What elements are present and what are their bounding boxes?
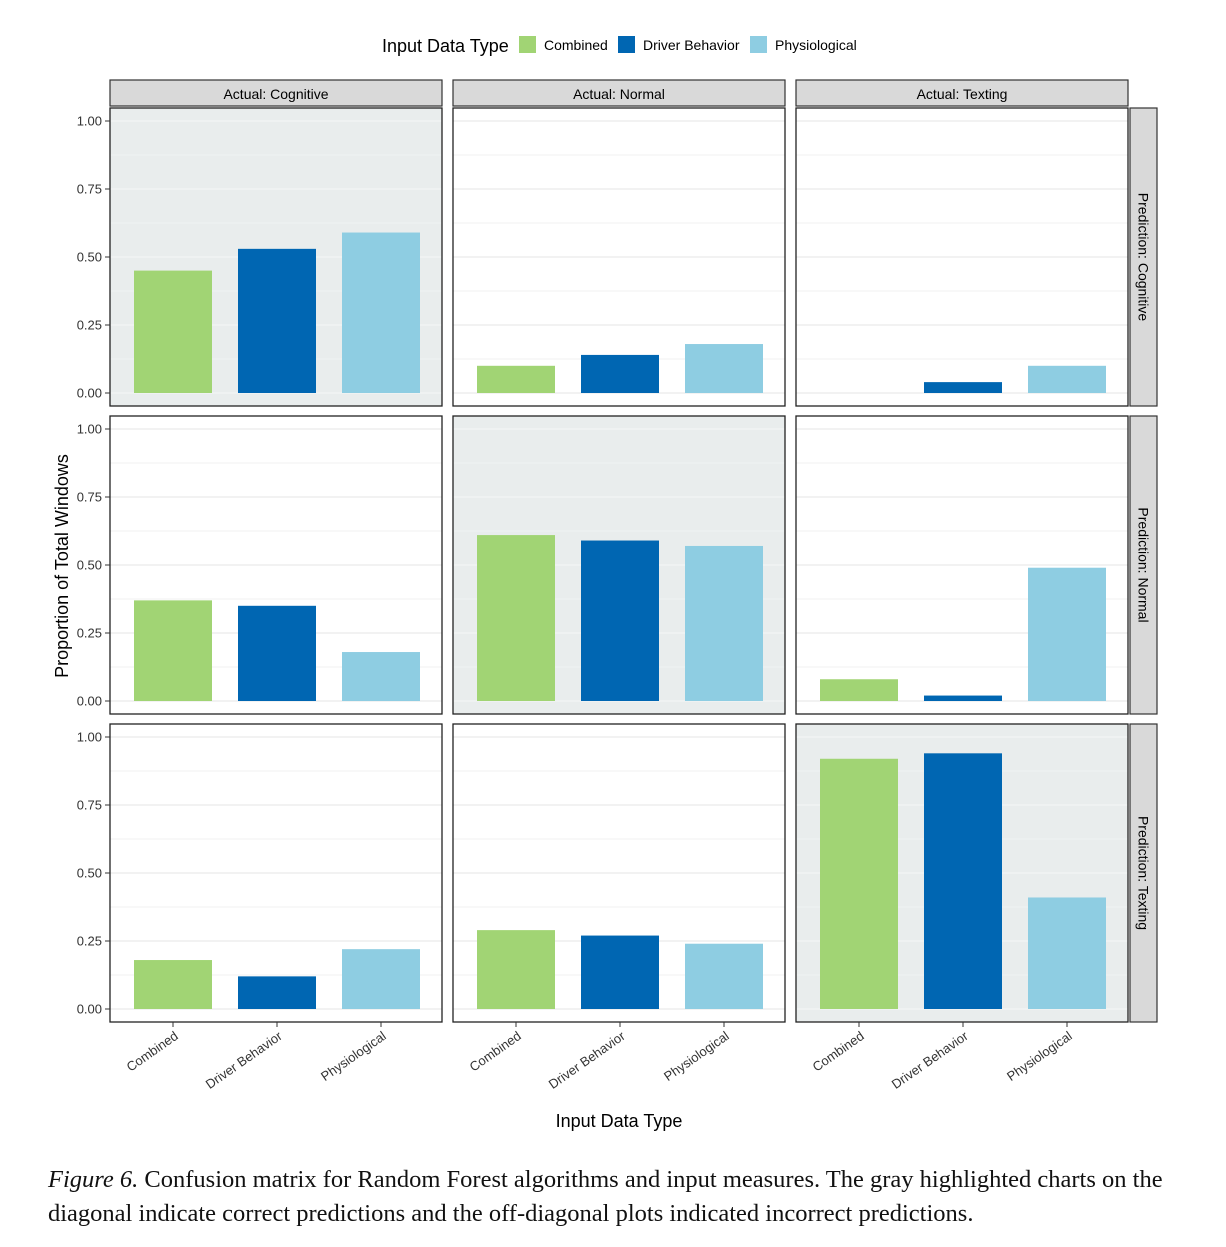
x-tick-label-driver-behavior: Driver Behavior <box>546 1028 629 1092</box>
x-tick-label-combined: Combined <box>810 1028 867 1074</box>
y-tick-label: 0.00 <box>77 1002 102 1017</box>
bar-driver-behavior <box>581 935 659 1009</box>
legend-label-physiological: Physiological <box>775 37 857 53</box>
row-strip-prediction-normal <box>1129 415 1158 715</box>
panel-border <box>795 107 1129 407</box>
bar-driver-behavior <box>581 540 659 701</box>
panel-prediction-cognitive-actual-normal <box>452 107 786 407</box>
confusion-matrix-chart: Input Data Type Combined Driver Behavior P… <box>52 36 1158 1131</box>
bar-physiological <box>1028 897 1106 1009</box>
x-tick-label-driver-behavior: Driver Behavior <box>889 1028 972 1092</box>
bar-driver-behavior <box>238 605 316 701</box>
x-tick-label-physiological: Physiological <box>1004 1028 1075 1084</box>
y-tick-label: 0.75 <box>77 798 102 813</box>
panel-border <box>795 723 1129 1023</box>
y-tick-label: 0.25 <box>77 318 102 333</box>
bar-combined <box>820 758 898 1009</box>
row-strip-prediction-texting <box>1129 723 1158 1023</box>
bar-driver-behavior <box>924 753 1002 1009</box>
legend-label-combined: Combined <box>544 37 608 53</box>
caption-text: Confusion matrix for Random Forest algor… <box>48 1166 1163 1227</box>
panel-border <box>452 723 786 1023</box>
y-tick-label: 0.75 <box>77 182 102 197</box>
column-strip-label: Actual: Cognitive <box>223 86 328 102</box>
panel-border <box>452 415 786 715</box>
bar-driver-behavior <box>238 248 316 393</box>
y-tick-label: 0.75 <box>77 490 102 505</box>
bar-combined <box>134 270 212 393</box>
facet-panels: Actual: Cognitive Actual: Normal Actual: T… <box>77 79 1158 1092</box>
bar-physiological <box>1028 567 1106 701</box>
row-strip-label: Prediction: Cognitive <box>1136 193 1152 322</box>
y-axis-title: Proportion of Total Windows <box>52 454 72 678</box>
panel-prediction-texting-actual-cognitive <box>109 723 443 1023</box>
bar-driver-behavior <box>924 695 1002 701</box>
bar-combined <box>134 960 212 1009</box>
bar-combined <box>477 535 555 701</box>
caption-label: Figure 6. <box>48 1166 139 1193</box>
y-tick-label: 0.50 <box>77 866 102 881</box>
y-tick-label: 1.00 <box>77 422 102 437</box>
panel-prediction-texting-actual-texting <box>795 723 1129 1023</box>
row-strip-prediction-cognitive <box>1129 107 1158 407</box>
legend-key-driver-behavior <box>618 36 635 53</box>
bar-driver-behavior <box>238 976 316 1009</box>
y-tick-label: 0.25 <box>77 626 102 641</box>
bar-combined <box>477 930 555 1009</box>
x-tick-label-physiological: Physiological <box>318 1028 389 1084</box>
legend-title: Input Data Type <box>382 36 509 56</box>
row-strip-label: Prediction: Texting <box>1136 816 1152 930</box>
bar-driver-behavior <box>581 354 659 393</box>
panel-prediction-cognitive-actual-texting <box>795 107 1129 407</box>
legend-key-combined <box>519 36 536 53</box>
column-strip-actual-texting <box>795 79 1129 107</box>
bar-physiological <box>342 232 420 393</box>
bar-combined <box>820 679 898 701</box>
panel-border <box>452 107 786 407</box>
bar-physiological <box>685 545 763 701</box>
y-tick-label: 0.00 <box>77 386 102 401</box>
panel-prediction-normal-actual-cognitive <box>109 415 443 715</box>
y-tick-label: 0.00 <box>77 694 102 709</box>
legend-label-driver-behavior: Driver Behavior <box>643 37 740 53</box>
legend-key-physiological <box>750 36 767 53</box>
bar-physiological <box>342 949 420 1009</box>
bar-physiological <box>1028 365 1106 393</box>
legend: Input Data Type Combined Driver Behavior P… <box>382 36 857 56</box>
figure-caption: Figure 6. Confusion matrix for Random Fo… <box>48 1163 1188 1231</box>
y-tick-label: 0.50 <box>77 558 102 573</box>
y-tick-label: 0.25 <box>77 934 102 949</box>
bar-physiological <box>685 344 763 393</box>
column-strip-actual-cognitive <box>109 79 443 107</box>
bar-physiological <box>685 943 763 1009</box>
row-strip-label: Prediction: Normal <box>1136 507 1152 622</box>
x-tick-label-combined: Combined <box>467 1028 524 1074</box>
bar-combined <box>477 365 555 393</box>
column-strip-actual-normal <box>452 79 786 107</box>
y-tick-label: 1.00 <box>77 730 102 745</box>
panel-prediction-cognitive-actual-cognitive <box>109 107 443 407</box>
panel-prediction-normal-actual-texting <box>795 415 1129 715</box>
y-tick-label: 0.50 <box>77 250 102 265</box>
bar-physiological <box>342 652 420 701</box>
panel-prediction-texting-actual-normal <box>452 723 786 1023</box>
x-tick-label-driver-behavior: Driver Behavior <box>203 1028 286 1092</box>
x-axis-title: Input Data Type <box>556 1111 683 1131</box>
column-strip-label: Actual: Normal <box>573 86 665 102</box>
bar-driver-behavior <box>924 382 1002 393</box>
panel-border <box>795 415 1129 715</box>
bar-combined <box>134 600 212 701</box>
panel-prediction-normal-actual-normal <box>452 415 786 715</box>
column-strip-label: Actual: Texting <box>917 86 1008 102</box>
y-tick-label: 1.00 <box>77 114 102 129</box>
x-tick-label-physiological: Physiological <box>661 1028 732 1084</box>
x-tick-label-combined: Combined <box>124 1028 181 1074</box>
